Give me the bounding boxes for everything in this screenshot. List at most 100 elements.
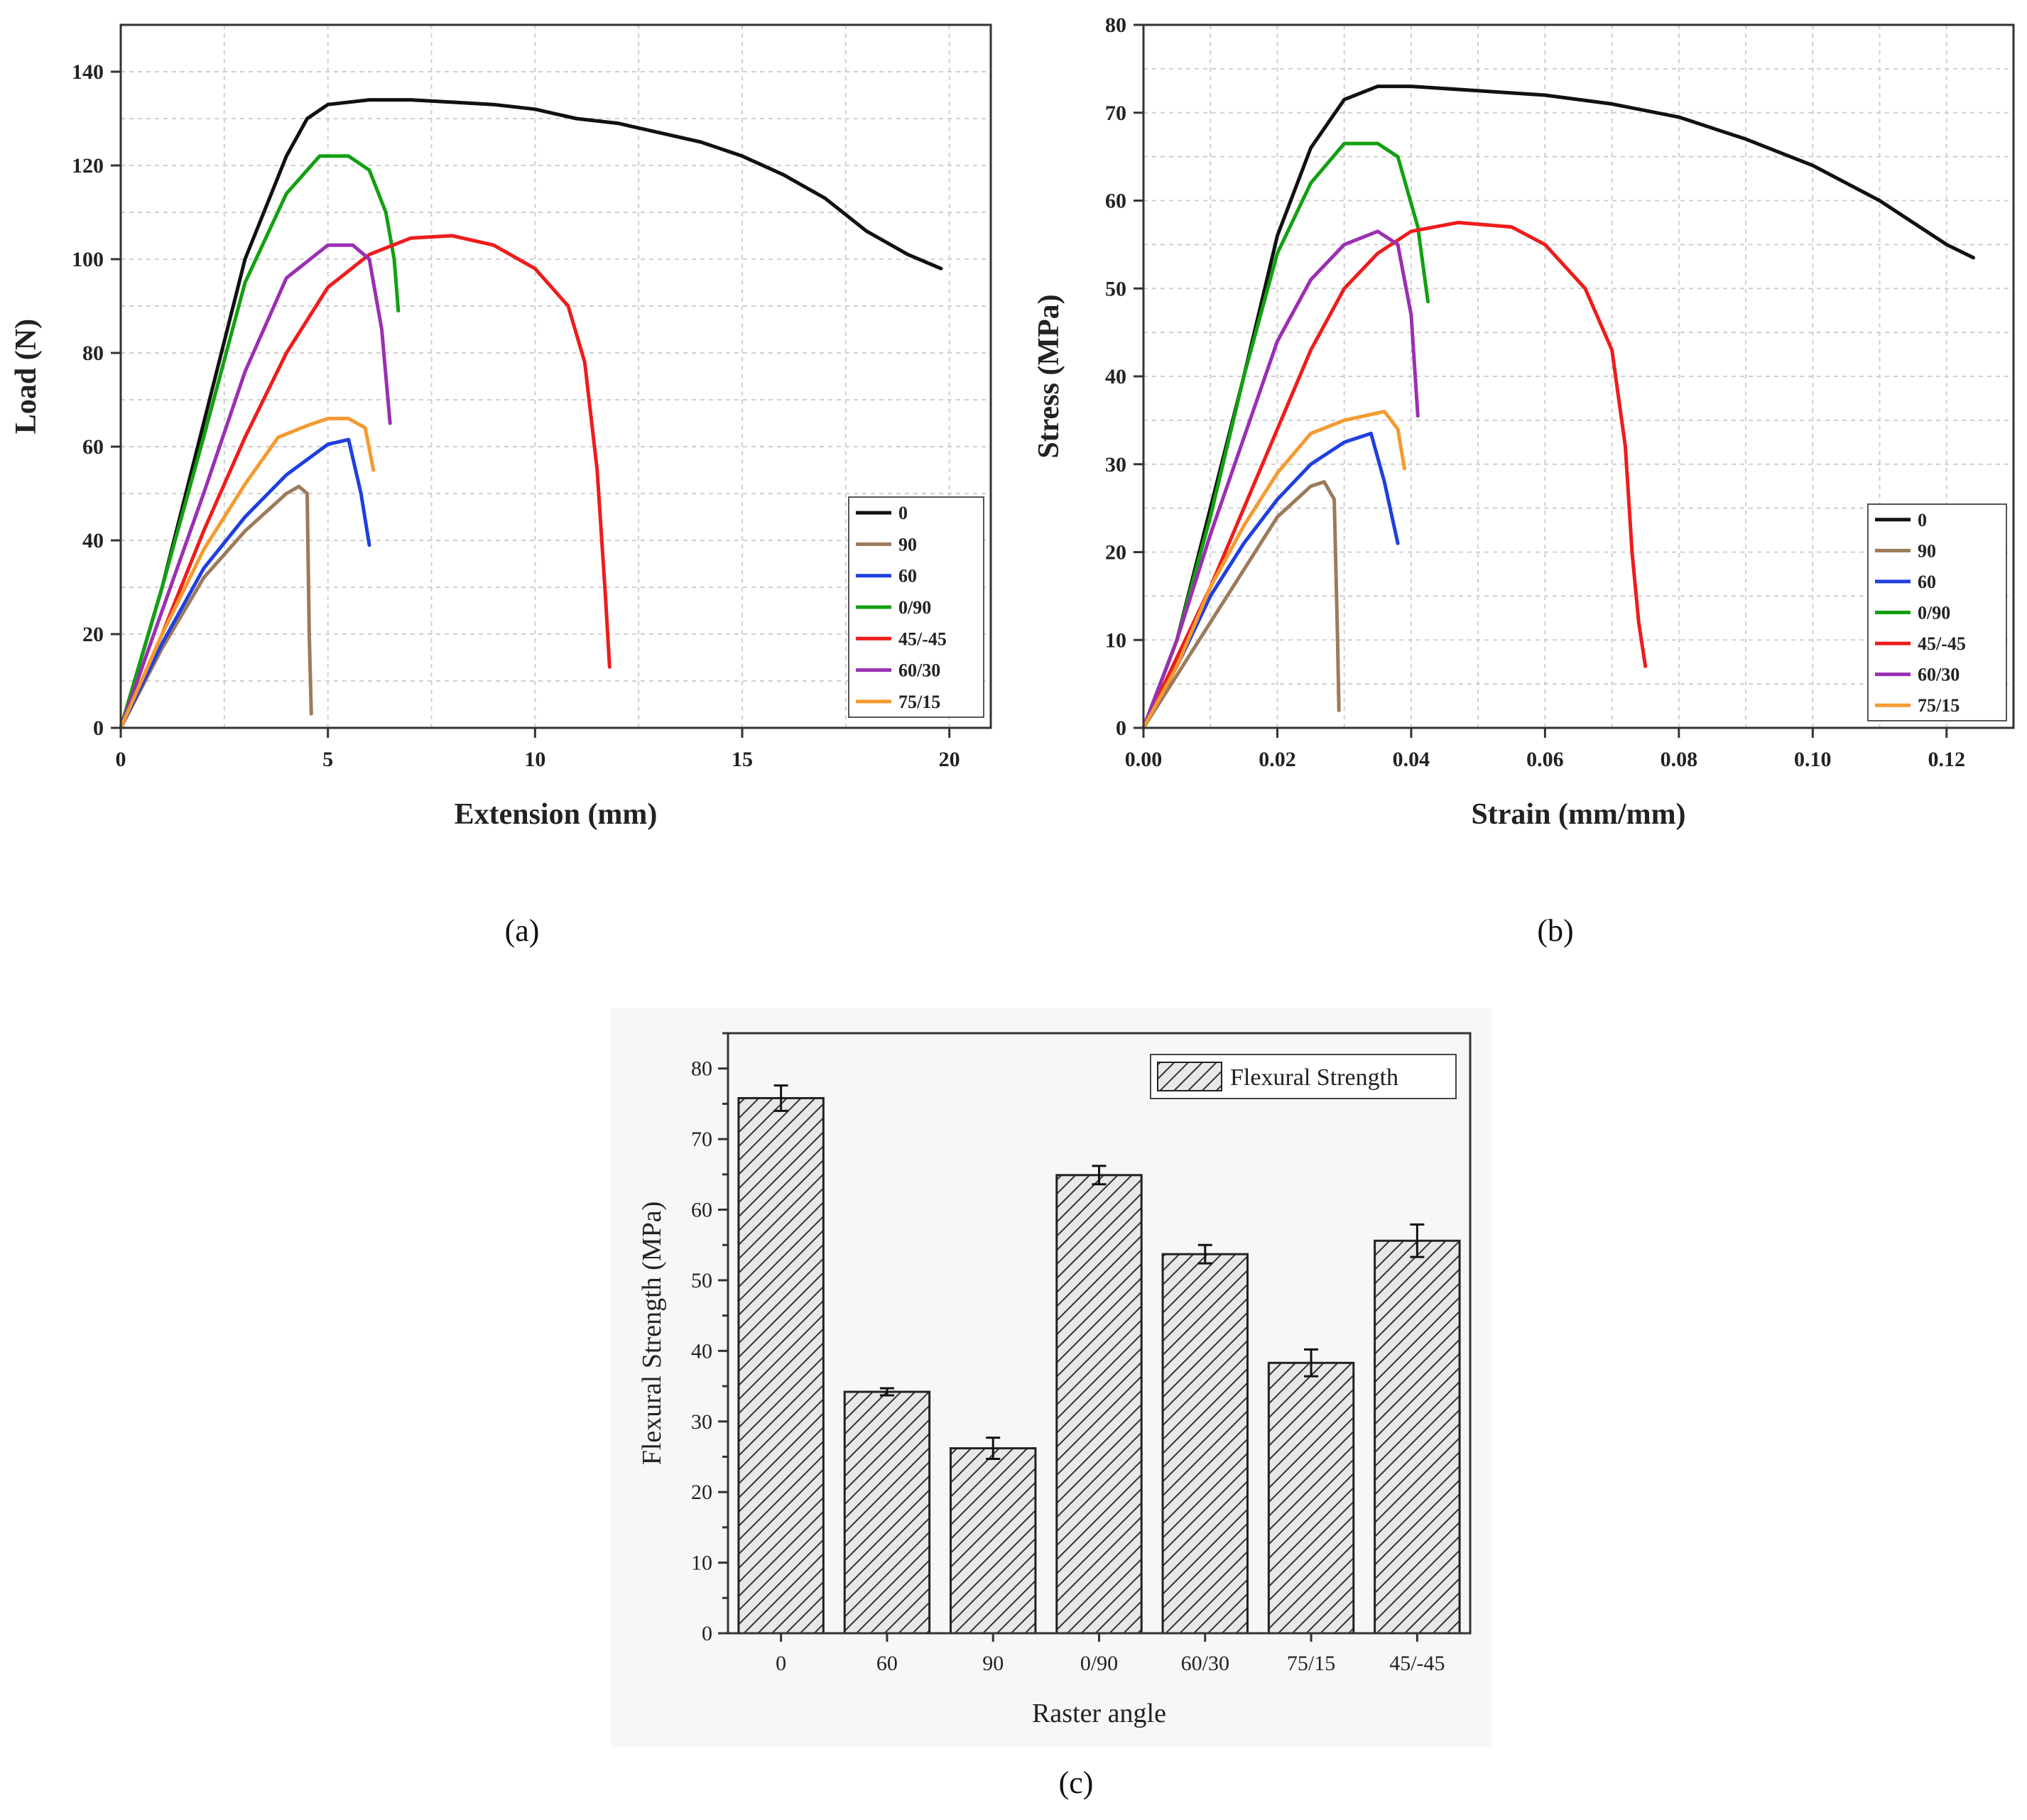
c-x-tick-label: 45/-45 [1389, 1652, 1445, 1675]
c-bar-0_90 [1055, 1174, 1143, 1635]
a-legend-label: 0 [898, 503, 908, 523]
b-x-tick-label: 0.12 [1928, 748, 1966, 771]
a-y-tick-label: 20 [82, 623, 104, 646]
a-y-tick-label: 80 [82, 342, 104, 365]
b-y-tick-label: 0 [1116, 716, 1126, 740]
a-y-tick-label: 140 [72, 60, 104, 84]
c-y-tick-label: 20 [691, 1481, 712, 1504]
b-series-0 [1141, 85, 1975, 730]
panel-a-frame [119, 23, 992, 729]
b-x-tick-label: 0.06 [1526, 748, 1564, 771]
b-legend-label: 75/15 [1918, 695, 1960, 716]
b-legend-label: 0/90 [1918, 603, 1950, 623]
c-x-tick-label: 90 [982, 1652, 1004, 1675]
a-legend-label: 60 [898, 566, 917, 587]
a-y-tick-label: 60 [82, 435, 104, 459]
b-x-tick-label: 0.02 [1259, 748, 1296, 771]
panel-a-x-ticks: 0 5 10 15 20 [116, 728, 960, 771]
a-legend-label: 75/15 [898, 692, 940, 712]
b-x-tick-label: 0.08 [1661, 748, 1698, 771]
panel-a-legend: 0 90 60 0/90 45/-45 60/30 75/15 [848, 496, 984, 718]
a-x-tick-label: 10 [524, 748, 545, 771]
c-y-tick-label: 40 [691, 1339, 712, 1363]
c-y-tick-label: 10 [691, 1552, 712, 1575]
panel-b-legend: 0 90 60 0/90 45/-45 60/30 75/15 [1867, 503, 2007, 721]
b-y-tick-label: 70 [1105, 102, 1126, 125]
a-series-60_30 [119, 243, 392, 730]
b-y-tick-label: 80 [1105, 13, 1126, 37]
a-x-tick-label: 15 [732, 748, 753, 771]
c-x-tick-label: 60 [876, 1652, 898, 1675]
a-legend-label: 90 [898, 534, 917, 555]
b-y-tick-label: 10 [1105, 628, 1126, 652]
b-x-tick-label: 0.10 [1794, 748, 1832, 771]
b-y-tick-label: 40 [1105, 365, 1126, 388]
a-x-tick-label: 5 [322, 748, 333, 771]
panel-c-x-ticks: 0 60 90 0/90 60/30 75/15 45/-45 [776, 1633, 1445, 1675]
panel-b-x-axis-title: Strain (mm/mm) [1471, 798, 1685, 831]
b-legend-label: 60 [1918, 572, 1936, 592]
c-x-tick-label: 0 [776, 1652, 786, 1675]
a-legend-label: 60/30 [898, 660, 940, 681]
c-bar-75_15 [1267, 1361, 1355, 1635]
a-y-tick-label: 40 [82, 529, 104, 552]
b-legend-label: 0 [1918, 510, 1927, 530]
panel-b-y-ticks: 0 10 20 30 40 50 60 70 80 [1105, 13, 1143, 740]
a-y-tick-label: 120 [72, 154, 104, 178]
panel-b-label: (b) [1537, 913, 1573, 948]
a-y-tick-label: 100 [72, 248, 104, 271]
c-x-tick-label: 60/30 [1181, 1652, 1229, 1675]
a-series-90 [119, 484, 313, 730]
panel-a-label: (a) [505, 913, 540, 948]
panel-c-y-axis-title: Flexural Strength (MPa) [637, 1201, 667, 1466]
panel-a-y-ticks: 0 20 40 60 80 100 120 140 [72, 60, 121, 740]
a-y-tick-label: 0 [93, 716, 104, 740]
c-bar-60 [843, 1390, 931, 1635]
b-y-tick-label: 60 [1105, 190, 1126, 213]
c-legend-swatch [1157, 1062, 1222, 1091]
panel-b: 0.00 0.02 0.04 0.06 0.08 0.10 0.12 0 10 20 30 40 50… [1033, 13, 2015, 948]
c-y-tick-label: 50 [691, 1269, 712, 1292]
b-series-90 [1141, 480, 1341, 730]
c-bar-60_30 [1161, 1253, 1249, 1635]
b-series-60_30 [1141, 229, 1420, 730]
c-y-tick-label: 70 [691, 1128, 712, 1151]
c-y-tick-label: 80 [691, 1057, 712, 1081]
panel-c-bars [737, 1084, 1461, 1635]
panel-c-label: (c) [1059, 1765, 1094, 1800]
b-legend-label: 45/-45 [1918, 633, 1966, 654]
b-y-tick-label: 50 [1105, 277, 1126, 300]
c-y-tick-label: 0 [702, 1622, 712, 1645]
panel-a-x-axis-title: Extension (mm) [455, 798, 658, 831]
b-x-tick-label: 0.00 [1125, 748, 1163, 771]
b-series-0_90 [1141, 141, 1430, 730]
a-series-0 [119, 98, 943, 730]
panel-c: 0 60 90 0/90 60/30 75/15 45/-45 0 10 20 30 40 50 60 7… [611, 1008, 1491, 1800]
panel-a-series [119, 98, 943, 730]
c-bar-45__45 [1374, 1239, 1461, 1635]
a-legend-label: 45/-45 [898, 628, 947, 649]
a-series-60 [119, 437, 371, 730]
c-bar-90 [950, 1447, 1037, 1635]
panel-a-y-axis-title: Load (N) [10, 319, 43, 434]
b-legend-label: 90 [1918, 540, 1936, 561]
b-series-75_15 [1141, 410, 1406, 730]
panel-b-y-axis-title: Stress (MPa) [1033, 294, 1065, 458]
panel-c-x-axis-title: Raster angle [1032, 1699, 1166, 1728]
panel-a: 0 5 10 15 20 0 20 40 60 80 100 120 140 Extension (m… [10, 23, 992, 948]
b-series-45__45 [1141, 220, 1648, 730]
a-x-tick-label: 20 [939, 748, 960, 771]
c-y-tick-label: 30 [691, 1410, 712, 1434]
b-legend-label: 60/30 [1918, 665, 1960, 685]
b-y-tick-label: 30 [1105, 453, 1126, 476]
panel-b-series [1141, 85, 1975, 730]
panel-c-legend: Flexural Strength [1150, 1054, 1457, 1099]
a-series-0_90 [119, 154, 401, 730]
a-series-75_15 [119, 416, 376, 730]
c-bar-0 [737, 1096, 825, 1635]
panel-b-x-ticks: 0.00 0.02 0.04 0.06 0.08 0.10 0.12 [1125, 728, 1965, 771]
c-x-tick-label: 0/90 [1080, 1652, 1118, 1675]
a-legend-label: 0/90 [898, 597, 931, 618]
a-series-45__45 [119, 234, 612, 730]
